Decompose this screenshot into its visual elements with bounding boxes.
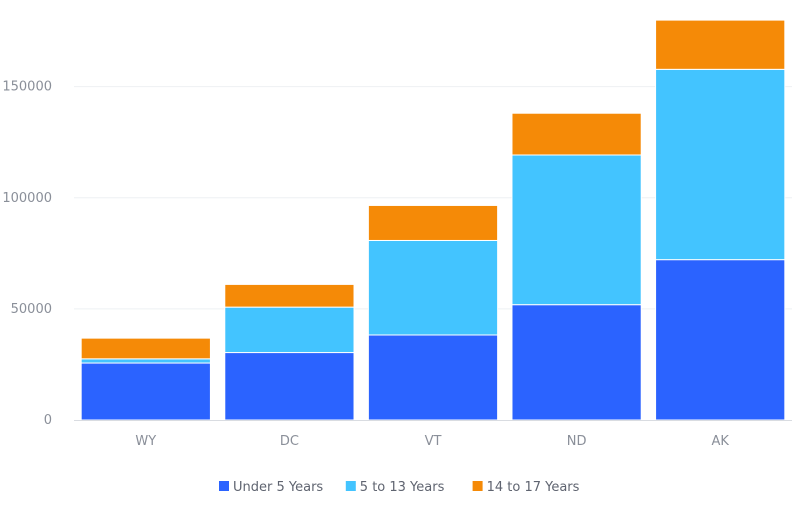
bar-nd-series-0[interactable] (511, 304, 642, 421)
legend-label: 5 to 13 Years (360, 480, 445, 495)
bar-nd-series-2[interactable] (511, 112, 642, 156)
y-tick-label: 50000 (11, 302, 52, 317)
x-tick-label: DC (280, 434, 299, 449)
y-axis-ticks: 0 50000 100000 150000 (2, 80, 52, 428)
x-tick-label: ND (567, 434, 587, 449)
x-axis-ticks: WY DC VT ND AK (135, 434, 729, 449)
x-tick-label: VT (425, 434, 442, 449)
legend: Under 5 Years 5 to 13 Years 14 to 17 Years (219, 480, 580, 495)
bar-nd-series-1[interactable] (511, 154, 642, 306)
bar-ak-series-0[interactable] (655, 259, 786, 421)
legend-item[interactable]: Under 5 Years (219, 480, 323, 495)
bar-vt-series-2[interactable] (367, 204, 499, 241)
legend-label: Under 5 Years (233, 480, 323, 495)
legend-swatch (345, 481, 356, 491)
bar-ak-series-2[interactable] (655, 19, 786, 70)
bar-ak-series-1[interactable] (655, 68, 786, 261)
bar-vt-series-0[interactable] (367, 334, 499, 421)
y-tick-label: 0 (44, 413, 52, 428)
bar-dc-series-2[interactable] (224, 283, 355, 308)
bar-wy-series-2[interactable] (80, 337, 211, 360)
bars (80, 19, 786, 421)
bar-wy-series-0[interactable] (80, 362, 211, 421)
y-tick-label: 100000 (2, 191, 52, 206)
legend-label: 14 to 17 Years (487, 480, 580, 495)
bar-vt-series-1[interactable] (367, 239, 499, 336)
legend-item[interactable]: 5 to 13 Years (345, 480, 445, 495)
x-tick-label: AK (711, 434, 729, 449)
legend-swatch (472, 481, 483, 491)
x-tick-label: WY (135, 434, 156, 449)
y-tick-label: 150000 (2, 80, 52, 95)
legend-item[interactable]: 14 to 17 Years (472, 480, 580, 495)
bar-dc-series-1[interactable] (224, 306, 355, 354)
bar-wy-series-1[interactable] (80, 358, 211, 364)
bar-dc-series-0[interactable] (224, 352, 355, 421)
legend-swatch (219, 481, 229, 491)
